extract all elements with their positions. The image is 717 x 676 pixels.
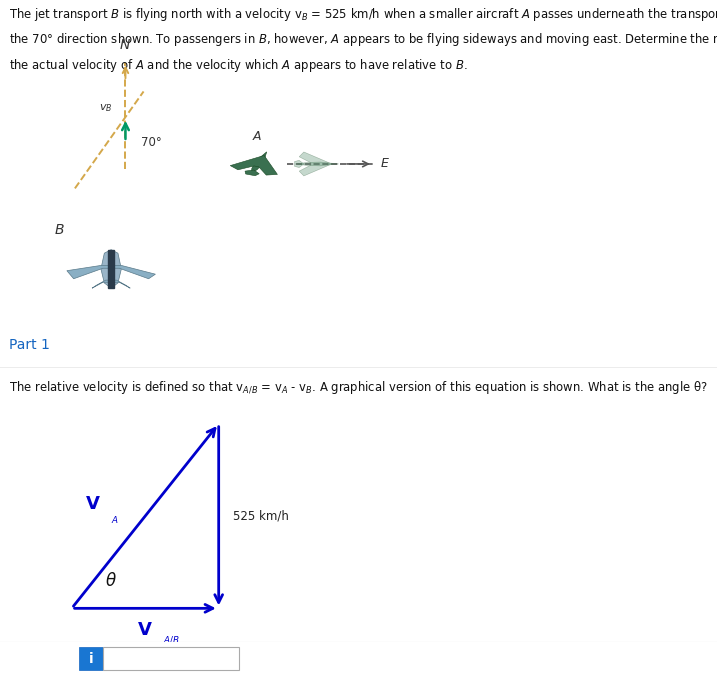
Polygon shape <box>108 249 114 288</box>
Polygon shape <box>295 160 304 168</box>
Polygon shape <box>299 152 332 176</box>
Text: Part 1: Part 1 <box>9 339 49 352</box>
Text: $A$: $A$ <box>252 130 262 143</box>
Text: °: ° <box>244 652 251 665</box>
Text: $v_B$: $v_B$ <box>99 102 113 114</box>
Text: 70°: 70° <box>141 135 162 149</box>
Text: $_{A/B}$: $_{A/B}$ <box>163 633 180 646</box>
Text: $_A$: $_A$ <box>111 512 119 526</box>
Polygon shape <box>297 162 339 166</box>
Text: $\theta$: $\theta$ <box>105 572 117 589</box>
Polygon shape <box>67 266 156 279</box>
Text: the actual velocity of $A$ and the velocity which $A$ appears to have relative t: the actual velocity of $A$ and the veloc… <box>9 57 467 74</box>
Text: $B$: $B$ <box>54 223 65 237</box>
Polygon shape <box>245 170 259 176</box>
Text: $E$: $E$ <box>380 158 390 170</box>
Text: Answer: θ =: Answer: θ = <box>9 652 85 666</box>
Text: i: i <box>88 652 93 666</box>
Polygon shape <box>92 280 130 288</box>
FancyBboxPatch shape <box>103 648 239 671</box>
Polygon shape <box>251 152 267 174</box>
Text: The jet transport $B$ is flying north with a velocity v$_B$ = 525 km/h when a sm: The jet transport $B$ is flying north wi… <box>9 5 717 22</box>
FancyBboxPatch shape <box>0 642 717 676</box>
Polygon shape <box>230 155 277 175</box>
Polygon shape <box>101 249 121 288</box>
Text: 525 km/h: 525 km/h <box>233 510 289 523</box>
Text: $N$: $N$ <box>120 38 131 51</box>
FancyBboxPatch shape <box>79 648 103 671</box>
Text: $\mathbf{V}$: $\mathbf{V}$ <box>136 621 153 639</box>
Text: The relative velocity is defined so that v$_{A/B}$ = v$_A$ - v$_B$. A graphical : The relative velocity is defined so that… <box>9 379 707 395</box>
Text: the 70° direction shown. To passengers in $B$, however, $A$ appears to be flying: the 70° direction shown. To passengers i… <box>9 31 717 48</box>
Text: $\mathbf{V}$: $\mathbf{V}$ <box>85 495 100 513</box>
